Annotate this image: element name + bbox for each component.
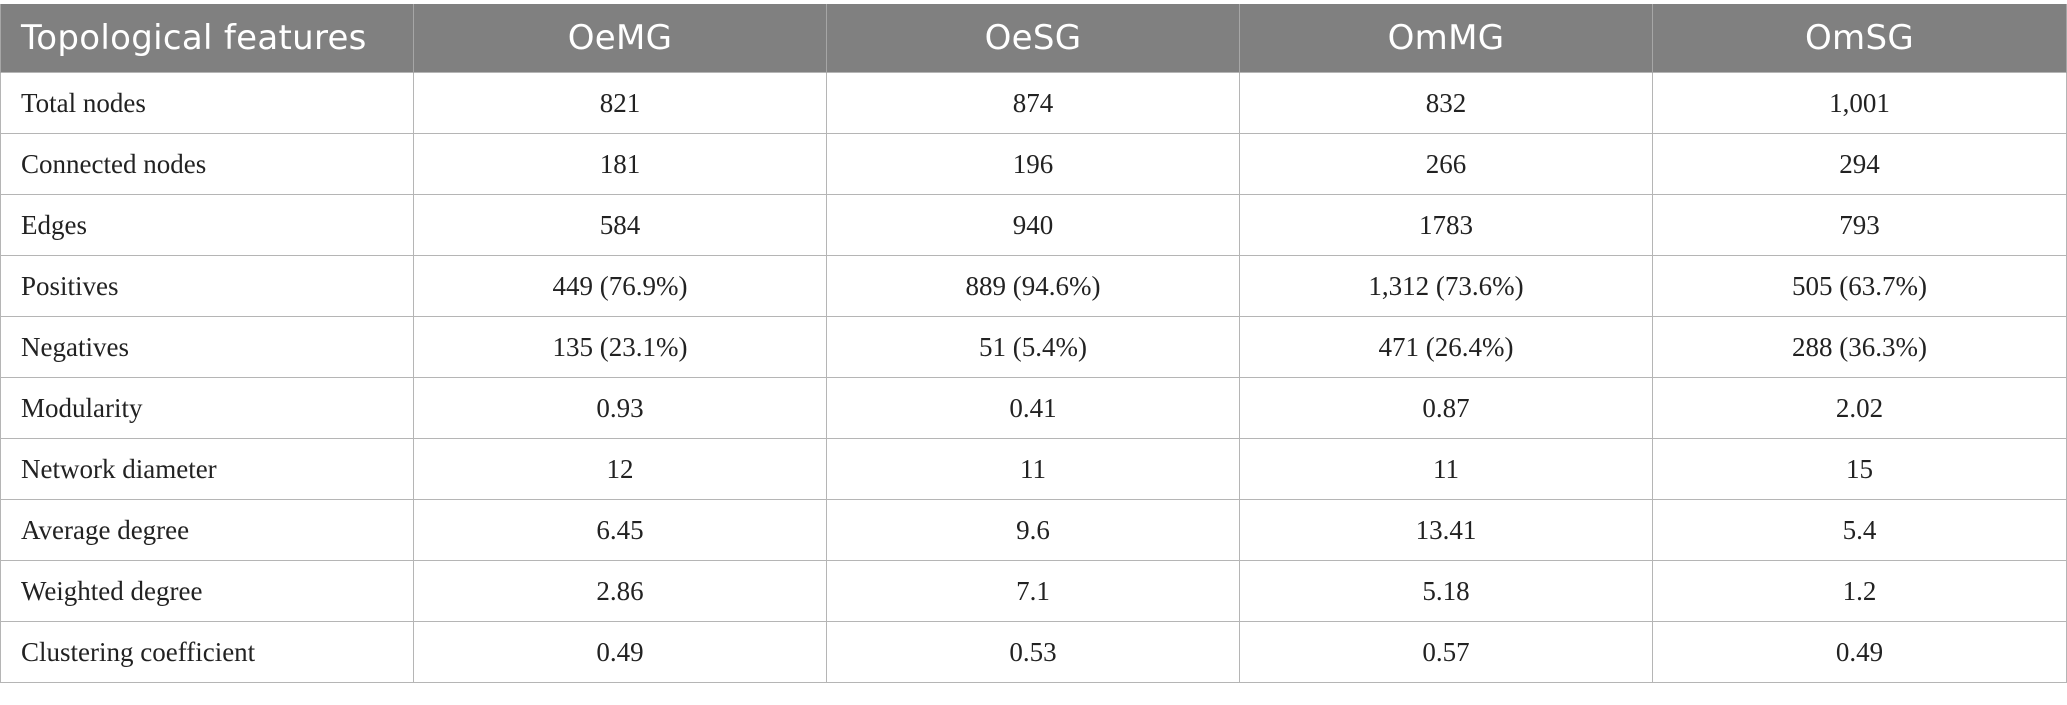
header-topological-features: Topological features [0,4,414,73]
table-cell: 1783 [1239,194,1653,256]
table-cell: 449 (76.9%) [413,255,827,317]
table-cell: 11 [1239,438,1653,500]
table-cell: 793 [1652,194,2067,256]
table-cell: 6.45 [413,499,827,561]
table-cell: 821 [413,72,827,134]
table-cell: 0.41 [826,377,1240,439]
table-cell: 266 [1239,133,1653,195]
table-cell: 9.6 [826,499,1240,561]
table-cell: 2.86 [413,560,827,622]
table-cell: 505 (63.7%) [1652,255,2067,317]
table-cell: 5.4 [1652,499,2067,561]
table-cell: 13.41 [1239,499,1653,561]
table-cell: 940 [826,194,1240,256]
row-label: Network diameter [0,438,414,500]
table-cell: 889 (94.6%) [826,255,1240,317]
row-label: Clustering coefficient [0,621,414,683]
header-ommg: OmMG [1239,4,1653,73]
table-cell: 1.2 [1652,560,2067,622]
row-label: Positives [0,255,414,317]
table-cell: 1,312 (73.6%) [1239,255,1653,317]
table-cell: 0.87 [1239,377,1653,439]
table-cell: 0.93 [413,377,827,439]
table-cell: 196 [826,133,1240,195]
table-cell: 0.49 [413,621,827,683]
table-cell: 1,001 [1652,72,2067,134]
table-cell: 51 (5.4%) [826,316,1240,378]
table-cell: 5.18 [1239,560,1653,622]
table-cell: 584 [413,194,827,256]
table-body: Total nodes 821 874 832 1,001 Connected … [0,72,2067,683]
table-cell: 12 [413,438,827,500]
table-cell: 832 [1239,72,1653,134]
table-row: Modularity 0.93 0.41 0.87 2.02 [0,377,2067,439]
row-label: Connected nodes [0,133,414,195]
row-label: Weighted degree [0,560,414,622]
row-label: Negatives [0,316,414,378]
table-cell: 181 [413,133,827,195]
table-row: Negatives 135 (23.1%) 51 (5.4%) 471 (26.… [0,316,2067,378]
row-label: Total nodes [0,72,414,134]
row-label: Average degree [0,499,414,561]
header-row: Topological features OeMG OeSG OmMG OmSG [0,4,2067,73]
topological-features-table-container: Topological features OeMG OeSG OmMG OmSG… [0,4,2067,683]
table-cell: 0.53 [826,621,1240,683]
table-row: Weighted degree 2.86 7.1 5.18 1.2 [0,560,2067,622]
topological-features-table: Topological features OeMG OeSG OmMG OmSG… [0,4,2067,683]
table-row: Total nodes 821 874 832 1,001 [0,72,2067,134]
header-oemg: OeMG [413,4,827,73]
table-row: Edges 584 940 1783 793 [0,194,2067,256]
header-oesg: OeSG [826,4,1240,73]
table-cell: 288 (36.3%) [1652,316,2067,378]
row-label: Modularity [0,377,414,439]
table-cell: 11 [826,438,1240,500]
row-label: Edges [0,194,414,256]
table-cell: 471 (26.4%) [1239,316,1653,378]
table-cell: 135 (23.1%) [413,316,827,378]
table-cell: 874 [826,72,1240,134]
table-row: Network diameter 12 11 11 15 [0,438,2067,500]
table-header: Topological features OeMG OeSG OmMG OmSG [0,4,2067,73]
table-cell: 0.49 [1652,621,2067,683]
table-cell: 294 [1652,133,2067,195]
table-row: Connected nodes 181 196 266 294 [0,133,2067,195]
table-row: Average degree 6.45 9.6 13.41 5.4 [0,499,2067,561]
header-omsg: OmSG [1652,4,2067,73]
table-cell: 7.1 [826,560,1240,622]
table-cell: 15 [1652,438,2067,500]
table-row: Positives 449 (76.9%) 889 (94.6%) 1,312 … [0,255,2067,317]
table-row: Clustering coefficient 0.49 0.53 0.57 0.… [0,621,2067,683]
table-cell: 0.57 [1239,621,1653,683]
table-cell: 2.02 [1652,377,2067,439]
